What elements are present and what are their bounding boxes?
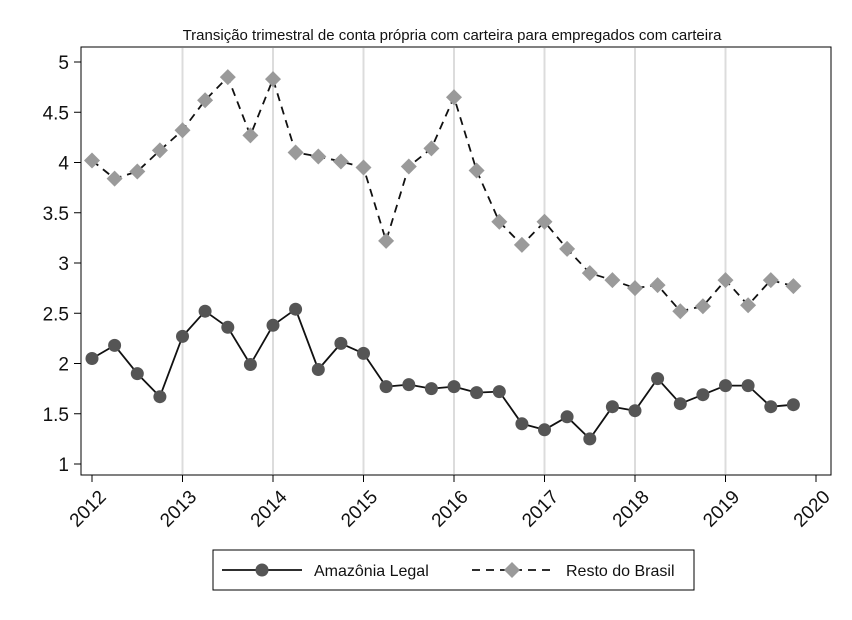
chart-title: Transição trimestral de conta própria co…	[183, 27, 722, 44]
data-point-amazonia	[741, 379, 755, 393]
data-point-amazonia	[108, 338, 122, 352]
y-tick-label: 4.5	[43, 103, 69, 124]
y-tick-label: 4	[58, 154, 69, 175]
data-point-amazonia	[492, 385, 506, 399]
data-point-amazonia	[289, 302, 303, 316]
data-point-resto	[468, 162, 485, 179]
data-point-amazonia	[719, 379, 732, 393]
data-point-amazonia	[583, 432, 597, 446]
data-point-amazonia	[243, 358, 257, 371]
data-point-resto	[287, 144, 304, 161]
data-point-amazonia	[424, 382, 438, 396]
data-point-amazonia	[311, 363, 325, 376]
data-point-amazonia	[628, 404, 642, 418]
data-point-amazonia	[402, 378, 416, 392]
data-point-resto	[355, 159, 372, 176]
data-point-resto	[129, 163, 146, 180]
data-point-resto	[423, 140, 440, 157]
legend: Amazônia Legal Resto do Brasil	[212, 549, 695, 591]
data-point-resto	[513, 236, 530, 253]
data-point-amazonia	[153, 390, 167, 404]
data-point-amazonia	[334, 336, 348, 350]
data-point-resto	[694, 298, 711, 315]
data-point-resto	[649, 277, 666, 294]
data-point-resto	[378, 232, 395, 249]
data-point-amazonia	[538, 423, 551, 437]
data-point-resto	[785, 278, 802, 295]
data-point-resto	[197, 92, 214, 109]
data-point-amazonia	[379, 380, 393, 394]
data-point-resto	[400, 158, 417, 175]
data-point-resto	[310, 148, 327, 165]
data-point-resto	[84, 152, 100, 169]
data-point-resto	[672, 303, 689, 320]
data-point-amazonia	[357, 346, 370, 360]
data-point-resto	[106, 170, 123, 187]
legend-marker-amazonia	[255, 563, 269, 577]
data-point-amazonia	[605, 400, 619, 414]
data-point-amazonia	[266, 318, 280, 332]
grid-lines	[181, 48, 727, 474]
data-point-resto	[151, 142, 168, 159]
y-tick-label: 3	[58, 254, 69, 275]
data-point-amazonia	[673, 397, 687, 411]
data-point-amazonia	[786, 398, 800, 412]
data-point-resto	[604, 272, 621, 289]
data-point-resto	[717, 272, 734, 289]
data-point-resto	[559, 240, 576, 257]
data-point-resto	[627, 280, 643, 297]
y-tick-label: 1.5	[43, 405, 69, 426]
data-point-resto	[242, 127, 259, 144]
data-point-resto	[740, 297, 757, 314]
data-point-amazonia	[85, 352, 99, 365]
data-point-amazonia	[176, 329, 189, 343]
legend-label-amazonia: Amazônia Legal	[314, 563, 429, 580]
data-point-amazonia	[198, 304, 212, 318]
data-point-amazonia	[651, 372, 665, 386]
data-point-amazonia	[560, 410, 574, 424]
data-point-resto	[219, 69, 236, 86]
y-tick-label: 1	[58, 455, 69, 476]
y-tick-label: 2	[58, 355, 69, 376]
data-point-resto	[491, 213, 508, 230]
data-point-amazonia	[515, 417, 529, 431]
data-point-resto	[332, 153, 349, 170]
series-layer	[84, 69, 802, 446]
y-tick-label: 5	[58, 53, 69, 74]
legend-marker-resto	[504, 562, 520, 578]
data-point-amazonia	[221, 320, 235, 334]
data-point-resto	[446, 89, 462, 106]
y-tick-label: 2.5	[43, 304, 69, 325]
data-point-resto	[581, 265, 598, 282]
data-point-resto	[762, 272, 779, 289]
data-point-resto	[174, 122, 191, 139]
data-point-amazonia	[130, 367, 144, 381]
data-point-amazonia	[470, 386, 484, 400]
data-point-resto	[536, 213, 553, 230]
y-tick-label: 3.5	[43, 204, 69, 225]
plot-frame	[80, 46, 832, 476]
data-point-resto	[265, 71, 281, 88]
data-point-amazonia	[696, 388, 710, 402]
data-point-amazonia	[764, 400, 778, 414]
legend-label-resto: Resto do Brasil	[566, 563, 675, 580]
data-point-amazonia	[447, 380, 461, 394]
